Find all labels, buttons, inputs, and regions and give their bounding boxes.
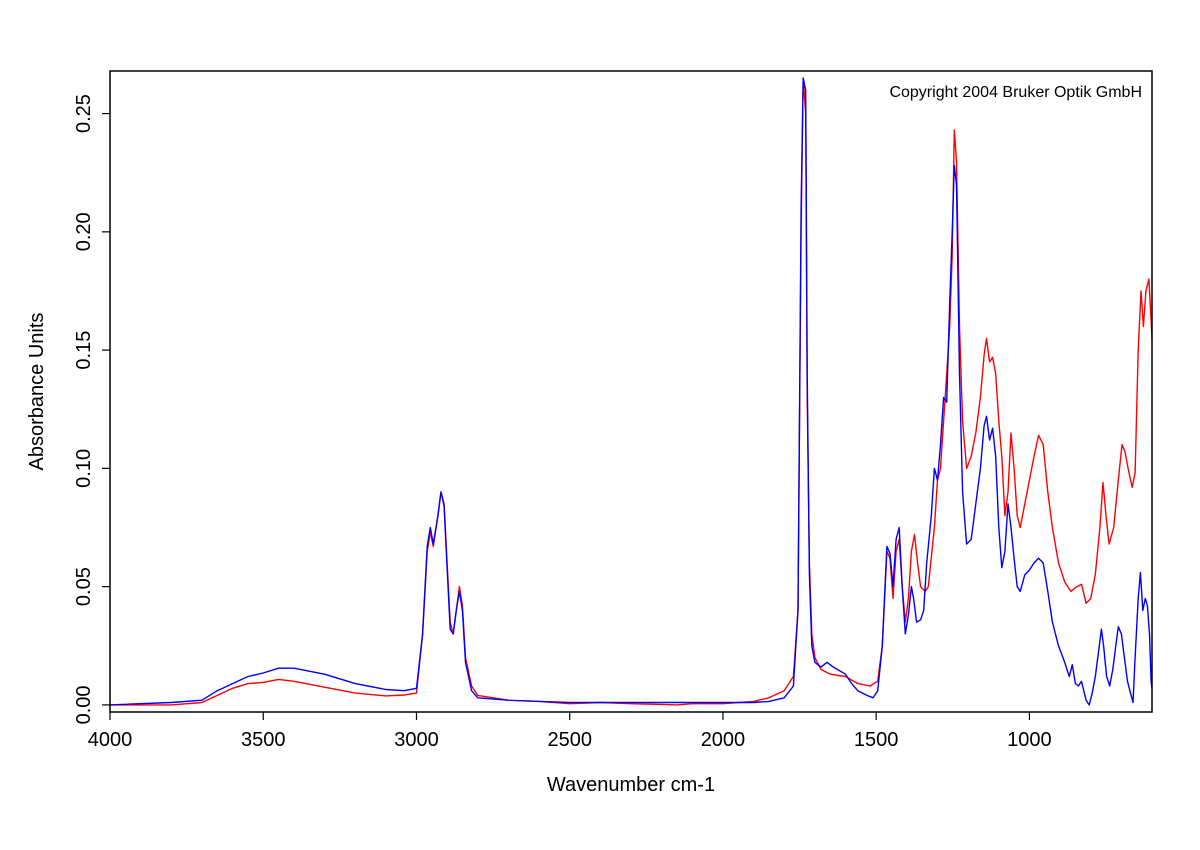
y-tick-label: 0.05 <box>73 567 95 606</box>
y-axis: 0.00 0.05 0.10 0.15 0.20 0.25 <box>73 94 110 724</box>
y-tick-label: 0.00 <box>73 685 95 724</box>
x-tick-label: 3000 <box>394 729 439 751</box>
plot-frame <box>109 70 1153 713</box>
y-tick-label: 0.10 <box>73 449 95 488</box>
x-tick-label: 1000 <box>1007 729 1052 751</box>
spectrum-line-2 <box>109 77 1153 706</box>
copyright-annotation: Copyright 2004 Bruker Optik GmbH <box>889 84 1142 101</box>
x-axis-title: Wavenumber cm-1 <box>547 774 715 796</box>
x-tick-label: 3500 <box>241 729 286 751</box>
x-tick-label: 1500 <box>854 729 899 751</box>
y-tick-label: 0.15 <box>73 331 95 370</box>
x-tick-label: 2000 <box>701 729 746 751</box>
y-axis-title: Absorbance Units <box>26 313 48 471</box>
y-tick-label: 0.25 <box>73 94 95 133</box>
x-tick-label: 4000 <box>88 729 133 751</box>
y-tick-label: 0.20 <box>73 212 95 251</box>
spectrum-line-1 <box>110 77 1153 706</box>
plot-area <box>109 77 1153 706</box>
x-axis: 4000 3500 3000 2500 2000 1500 1000 <box>88 712 1052 751</box>
x-tick-label: 2500 <box>547 729 592 751</box>
